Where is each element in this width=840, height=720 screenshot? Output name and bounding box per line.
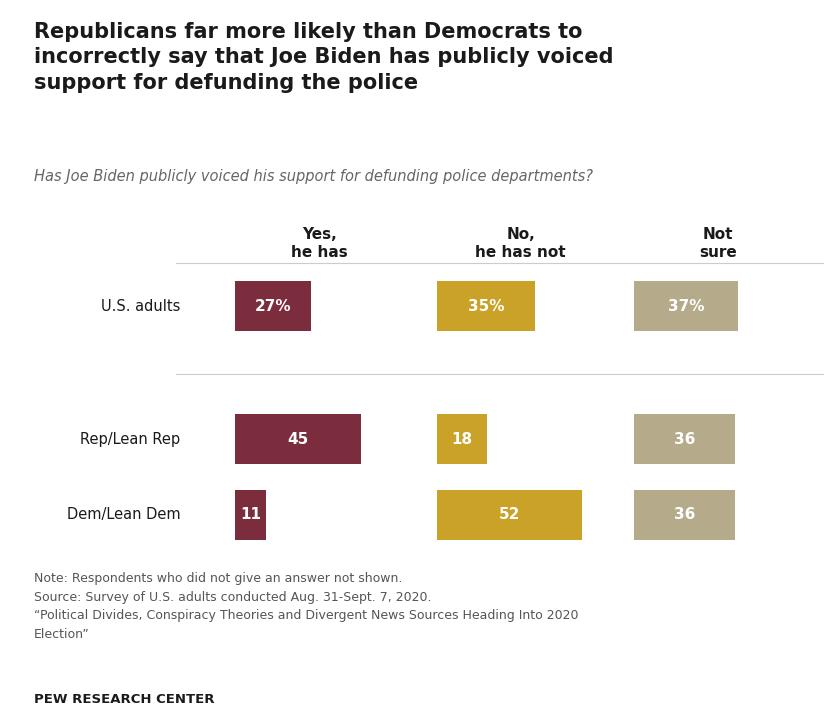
Text: Rep/Lean Rep: Rep/Lean Rep xyxy=(81,432,181,446)
Text: PEW RESEARCH CENTER: PEW RESEARCH CENTER xyxy=(34,693,214,706)
Text: 36: 36 xyxy=(674,508,696,522)
Bar xyxy=(235,490,266,540)
Text: 27%: 27% xyxy=(255,299,291,313)
Text: Note: Respondents who did not give an answer not shown.
Source: Survey of U.S. a: Note: Respondents who did not give an an… xyxy=(34,572,578,641)
Text: Yes,
he has: Yes, he has xyxy=(291,227,348,261)
Text: 52: 52 xyxy=(499,508,520,522)
Bar xyxy=(437,281,535,331)
Bar xyxy=(634,281,738,331)
Text: 36: 36 xyxy=(674,432,696,446)
Bar xyxy=(437,490,582,540)
Text: 37%: 37% xyxy=(668,299,704,313)
Text: 11: 11 xyxy=(240,508,261,522)
Text: 18: 18 xyxy=(451,432,473,446)
Text: 35%: 35% xyxy=(468,299,504,313)
Bar xyxy=(235,414,361,464)
Bar xyxy=(437,414,487,464)
Text: No,
he has not: No, he has not xyxy=(475,227,566,261)
Bar xyxy=(235,281,311,331)
Text: Republicans far more likely than Democrats to
incorrectly say that Joe Biden has: Republicans far more likely than Democra… xyxy=(34,22,613,93)
Text: U.S. adults: U.S. adults xyxy=(102,299,181,313)
Text: Dem/Lean Dem: Dem/Lean Dem xyxy=(67,508,181,522)
Bar xyxy=(634,414,735,464)
Text: Not
sure: Not sure xyxy=(700,227,737,261)
Text: Has Joe Biden publicly voiced his support for defunding police departments?: Has Joe Biden publicly voiced his suppor… xyxy=(34,169,592,184)
Bar xyxy=(634,490,735,540)
Text: 45: 45 xyxy=(287,432,309,446)
